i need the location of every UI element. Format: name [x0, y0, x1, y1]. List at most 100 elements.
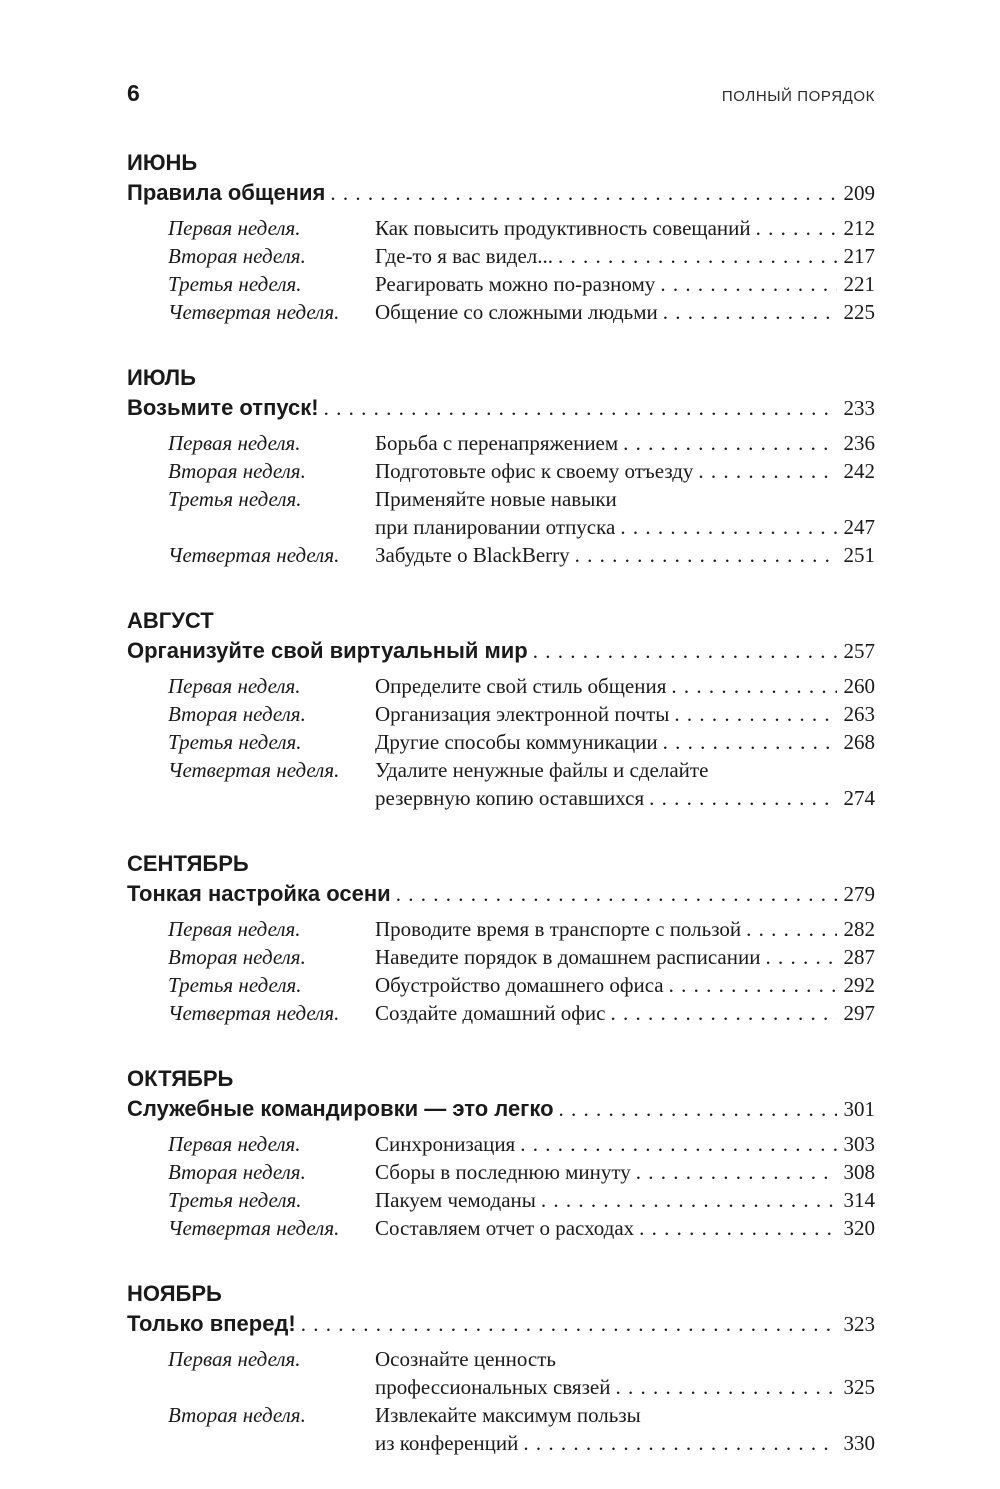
week-page-number: 330	[843, 1431, 876, 1455]
topic-line: из конференций 330	[375, 1429, 875, 1457]
dot-leader	[636, 1158, 837, 1186]
week-label: Третья неделя.	[168, 272, 302, 296]
topic-line: Борьба с перенапряжением 236	[375, 429, 875, 457]
topic-text: Применяйте новые навыки	[375, 487, 617, 511]
week-label: Третья неделя.	[168, 730, 302, 754]
topic-text: Обустройство домашнего офиса	[375, 973, 664, 997]
week-topic: Удалите ненужные файлы и сделайте резервн…	[375, 756, 875, 812]
topic-text: Осознайте ценность	[375, 1347, 556, 1371]
chapter-title: Организуйте свой виртуальный мир	[127, 638, 528, 663]
dot-leader	[746, 915, 836, 943]
week-topic: Применяйте новые навыки при планировании …	[375, 485, 875, 541]
week-label: Четвертая неделя.	[168, 543, 340, 567]
dot-leader	[698, 457, 836, 485]
dot-leader	[541, 1186, 837, 1214]
dot-leader	[663, 298, 837, 326]
topic-text: Сборы в последнюю минуту	[375, 1160, 631, 1184]
week-row: Первая неделя. Синхронизация 303	[168, 1130, 875, 1158]
week-page-number: 282	[843, 917, 876, 941]
topic-text: Синхронизация	[375, 1132, 516, 1156]
week-topic: Пакуем чемоданы 314	[375, 1186, 875, 1214]
week-row: Третья неделя. Применяйте новые навыки при…	[168, 485, 875, 541]
topic-line: Применяйте новые навыки	[375, 485, 875, 513]
topic-line: Реагировать можно по-разному 221	[375, 270, 875, 298]
week-page-number: 225	[843, 300, 876, 324]
topic-text: Другие способы коммуникации	[375, 730, 658, 754]
dot-leader	[575, 541, 837, 569]
week-topic: Другие способы коммуникации 268	[375, 728, 875, 756]
topic-line: Создайте домашний офис 297	[375, 999, 875, 1027]
topic-line: Где-то я вас видел... 217	[375, 242, 875, 270]
toc-section: ОКТЯБРЬ Служебные командировки — это легк…	[127, 1064, 875, 1242]
topic-text: из конференций	[375, 1431, 519, 1455]
topic-line: Пакуем чемоданы 314	[375, 1186, 875, 1214]
week-label: Первая неделя.	[168, 917, 301, 941]
week-label: Первая неделя.	[168, 216, 301, 240]
week-page-number: 297	[843, 1001, 876, 1025]
chapter-row: Возьмите отпуск! 233	[127, 393, 875, 423]
chapter-title: Тонкая настройка осени	[127, 881, 391, 906]
week-row: Вторая неделя. Извлекайте максимум пользы…	[168, 1401, 875, 1457]
weeks-list: Первая неделя. Борьба с перенапряжением 23…	[168, 429, 875, 569]
topic-line: Сборы в последнюю минуту 308	[375, 1158, 875, 1186]
dot-leader	[674, 700, 836, 728]
week-topic: Реагировать можно по-разному 221	[375, 270, 875, 298]
page-number: 6	[127, 80, 140, 106]
week-label: Первая неделя.	[168, 1347, 301, 1371]
topic-text: Проводите время в транспорте с пользой	[375, 917, 742, 941]
topic-line: Организация электронной почты 263	[375, 700, 875, 728]
running-head: 6 ПОЛНЫЙ ПОРЯДОК	[127, 80, 875, 106]
dot-leader	[756, 214, 837, 242]
topic-text: профессиональных связей	[375, 1375, 611, 1399]
weeks-list: Первая неделя.Синхронизация303Вторая нед…	[168, 1130, 875, 1242]
dot-leader	[301, 1309, 837, 1339]
week-topic: Составляем отчет о расходах 320	[375, 1214, 875, 1242]
chapter-page-number: 301	[843, 1097, 876, 1121]
topic-text: Извлекайте максимум пользы	[375, 1403, 641, 1427]
week-topic: Наведите порядок в домашнем расписании 28…	[375, 943, 875, 971]
dot-leader	[620, 513, 836, 541]
week-page-number: 247	[843, 515, 876, 539]
week-row: Вторая неделя. Наведите порядок в домашне…	[168, 943, 875, 971]
topic-text: Забудьте о BlackBerry	[375, 543, 570, 567]
week-page-number: 242	[843, 459, 876, 483]
week-page-number: 274	[843, 786, 876, 810]
topic-line: Определите свой стиль общения 260	[375, 672, 875, 700]
chapter-row: Правила общения 209	[127, 178, 875, 208]
week-page-number: 263	[843, 702, 876, 726]
week-row: Четвертая неделя. Составляем отчет о расх…	[168, 1214, 875, 1242]
chapter-row: Только вперед! 323	[127, 1309, 875, 1339]
week-topic: Сборы в последнюю минуту 308	[375, 1158, 875, 1186]
topic-text: Где-то я вас видел...	[375, 244, 554, 268]
week-page-number: 212	[843, 216, 876, 240]
table-of-contents: ИЮНЬ Правила общения 209 Первая неделя. Как …	[127, 148, 875, 1457]
dot-leader	[765, 943, 836, 971]
week-topic: Осознайте ценность профессиональных связе…	[375, 1345, 875, 1401]
dot-leader	[669, 971, 837, 999]
toc-section: АВГУСТ Организуйте свой виртуальный мир 25…	[127, 606, 875, 812]
month-heading: АВГУСТ	[127, 608, 214, 633]
weeks-list: Первая неделя. Осознайте ценность професси…	[168, 1345, 875, 1457]
month-heading: ИЮЛЬ	[127, 365, 196, 390]
dot-leader	[520, 1130, 836, 1158]
week-row: Третья неделя. Обустройство домашнего офи…	[168, 971, 875, 999]
week-topic: Забудьте о BlackBerry 251	[375, 541, 875, 569]
week-topic: Извлекайте максимум пользы из конференций…	[375, 1401, 875, 1457]
week-row: Вторая неделя. Сборы в последнюю минуту 30…	[168, 1158, 875, 1186]
topic-line: Наведите порядок в домашнем расписании 28…	[375, 943, 875, 971]
week-row: Вторая неделя. Подготовьте офис к своему …	[168, 457, 875, 485]
week-label: Четвертая неделя.	[168, 1001, 340, 1025]
topic-line: Удалите ненужные файлы и сделайте	[375, 756, 875, 784]
week-row: Вторая неделя. Где-то я вас видел... 217	[168, 242, 875, 270]
topic-text: Создайте домашний офис	[375, 1001, 606, 1025]
topic-line: Осознайте ценность	[375, 1345, 875, 1373]
week-page-number: 287	[843, 945, 876, 969]
dot-leader	[660, 270, 836, 298]
weeks-list: Первая неделя. Как повысить продуктивност…	[168, 214, 875, 326]
topic-text: при планировании отпуска	[375, 515, 616, 539]
chapter-title: Служебные командировки — это легко	[127, 1096, 554, 1121]
week-label: Первая неделя.	[168, 674, 301, 698]
topic-text: Пакуем чемоданы	[375, 1188, 536, 1212]
running-title: ПОЛНЫЙ ПОРЯДОК	[721, 88, 875, 105]
